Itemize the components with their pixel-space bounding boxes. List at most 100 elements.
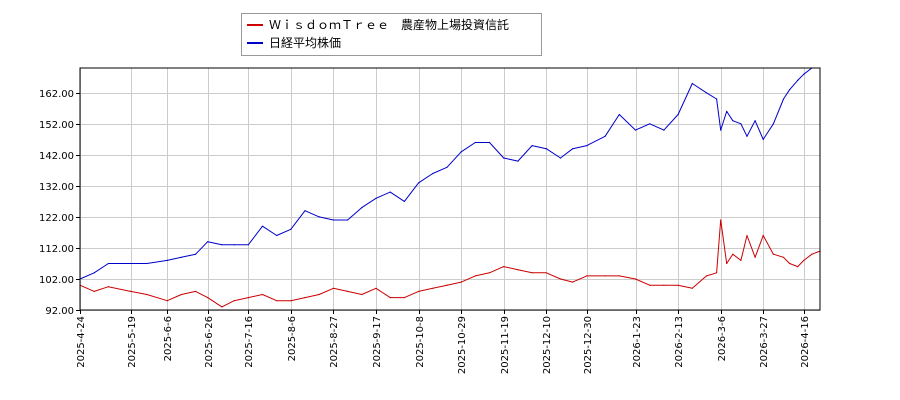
- series-0-point: [517, 269, 519, 271]
- x-tick-label: 2025-5-19: [127, 316, 138, 368]
- series-1-point: [531, 145, 533, 147]
- series-0-point: [705, 275, 708, 277]
- series-1-point: [740, 123, 742, 125]
- y-tick-label: 122.00: [39, 213, 74, 224]
- series-0-point: [418, 290, 420, 292]
- series-1-point: [180, 256, 182, 258]
- x-tick-label: 2025-9-17: [372, 316, 383, 368]
- series-0-point: [146, 293, 148, 296]
- series-1-point: [634, 129, 637, 131]
- series-0-point: [797, 266, 799, 268]
- series-1-point: [93, 272, 95, 274]
- series-0-point: [716, 272, 718, 274]
- series-1-point: [221, 244, 223, 246]
- series-1-point: [347, 219, 349, 221]
- axis-ticks: 92.00 102.00 112.00 122.00 132.00 142.00 152.0…: [39, 89, 811, 374]
- series-0-point: [460, 281, 462, 283]
- series-0-point: [811, 253, 813, 255]
- series-1-point: [604, 135, 606, 137]
- series-1-point: [375, 197, 377, 199]
- series-1-point: [361, 207, 363, 209]
- series-1-point: [772, 123, 775, 125]
- series-0-point: [93, 290, 95, 292]
- series-1-point: [247, 244, 249, 246]
- series-1-point: [618, 113, 620, 116]
- series-1-point: [195, 253, 197, 255]
- x-tick-label: 2026-3-6: [717, 316, 728, 361]
- series-1-point: [545, 148, 547, 150]
- series-1-point: [649, 123, 651, 125]
- series-0-point: [604, 275, 606, 277]
- series-0-point: [803, 259, 805, 261]
- series-0-point: [432, 287, 434, 289]
- series-1-point: [304, 210, 306, 212]
- series-0-point: [221, 306, 223, 308]
- series-1-point: [130, 262, 132, 265]
- legend-label-1: 日経平均株価: [269, 35, 341, 50]
- x-tick-label: 2025-8-27: [329, 316, 340, 368]
- series-0-point: [403, 297, 405, 299]
- series-1-point: [691, 82, 693, 85]
- series-1-point: [207, 241, 209, 243]
- series-1-point: [726, 110, 728, 112]
- series-1-point: [716, 98, 718, 100]
- x-tick-label: 2026-2-13: [674, 316, 685, 368]
- series-1-point: [474, 141, 476, 144]
- series-0-point: [762, 234, 764, 237]
- series-0-point: [195, 290, 197, 292]
- series-0-point: [180, 293, 182, 296]
- series-1-point: [107, 262, 109, 265]
- series-1-point: [233, 244, 235, 246]
- series-1-point: [789, 89, 791, 91]
- series-1-point: [720, 129, 722, 131]
- series-0-point: [503, 266, 505, 268]
- series-0-point: [474, 275, 476, 277]
- series-0-point: [732, 253, 734, 255]
- series-1-point: [746, 135, 748, 137]
- series-1-point: [762, 138, 764, 140]
- series-0-point: [746, 234, 748, 237]
- series-1-point: [332, 219, 334, 221]
- series-0-point: [107, 286, 109, 288]
- series-0-point: [130, 290, 132, 292]
- series-0-point: [618, 275, 620, 277]
- x-tick-label: 2026-4-16: [800, 316, 811, 368]
- series-0-point: [375, 287, 377, 289]
- x-tick-label: 2025-7-16: [244, 316, 255, 368]
- series-0-point: [559, 278, 562, 280]
- x-tick-label: 2025-10-29: [457, 316, 468, 374]
- series-0-point: [347, 290, 349, 292]
- series-layer: [79, 67, 821, 308]
- y-tick-label: 142.00: [39, 151, 74, 162]
- y-tick-label: 92.00: [45, 306, 74, 317]
- series-0-point: [726, 262, 728, 265]
- series-0-point: [261, 293, 264, 296]
- series-0-point: [677, 284, 679, 286]
- series-1-point: [446, 166, 448, 168]
- series-1-point: [261, 225, 264, 227]
- x-tick-label: 2026-1-23: [632, 316, 643, 368]
- series-1-point: [503, 157, 505, 159]
- series-0-point: [782, 256, 785, 258]
- series-0-point: [332, 287, 334, 289]
- plot-frame: [79, 67, 821, 311]
- series-1-point: [732, 120, 734, 122]
- series-0-point: [754, 256, 756, 258]
- series-1-point: [572, 148, 574, 150]
- series-0-point: [304, 297, 306, 299]
- series-1-point: [488, 141, 491, 144]
- series-1-point: [754, 120, 756, 122]
- series-1-point: [276, 234, 278, 237]
- series-0-point: [572, 281, 574, 283]
- series-0-point: [691, 287, 693, 289]
- series-1-point: [290, 228, 292, 230]
- series-0-point: [361, 293, 363, 296]
- y-tick-label: 132.00: [39, 182, 74, 193]
- series-0-point: [634, 278, 637, 280]
- y-tick-label: 112.00: [39, 244, 74, 255]
- series-1-point: [166, 259, 168, 261]
- series-1-point: [677, 113, 679, 116]
- series-1-point: [559, 157, 562, 159]
- series-1-point: [517, 160, 519, 162]
